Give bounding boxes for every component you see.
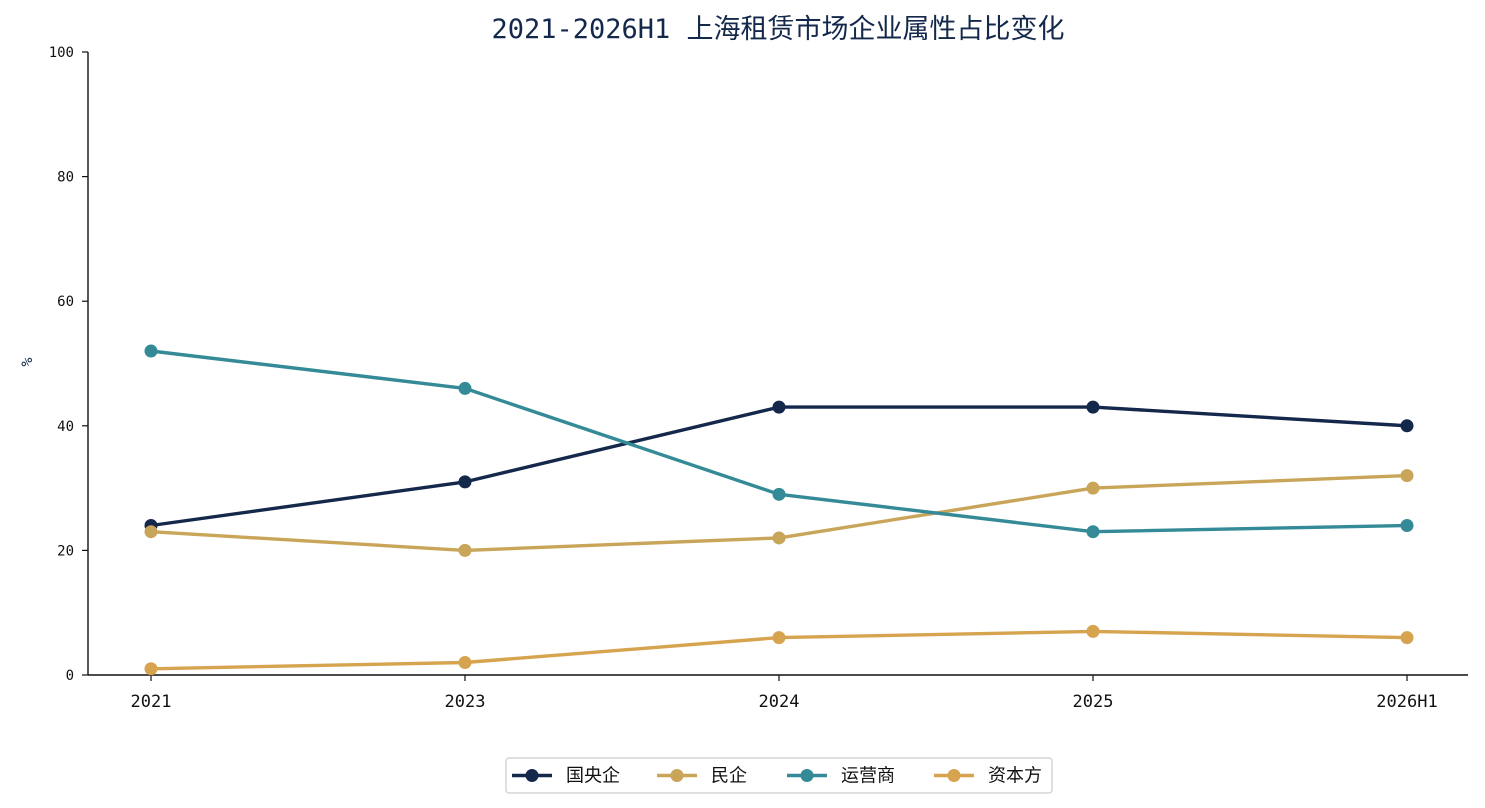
y-axis-ticks: 0 20 40 60 80 100: [49, 45, 88, 684]
data-point: [772, 400, 786, 414]
data-point: [772, 631, 786, 645]
legend-label: 国央企: [566, 766, 620, 787]
y-tick-label: 0: [66, 668, 74, 684]
data-point: [458, 475, 472, 489]
data-point: [458, 543, 472, 557]
data-point: [1400, 469, 1414, 483]
series-line: [149, 349, 1409, 534]
data-point: [1086, 525, 1100, 539]
legend-marker: [947, 769, 961, 782]
legend-label: 资本方: [988, 766, 1042, 787]
series-4: [144, 624, 1414, 676]
y-tick-label: 20: [57, 543, 74, 559]
data-point: [144, 344, 158, 358]
axes: [87, 52, 1468, 676]
data-point: [1086, 400, 1100, 414]
chart-title: 2021-2026H1 上海租赁市场企业属性占比变化: [491, 14, 1064, 45]
data-point: [1086, 481, 1100, 495]
y-tick-label: 40: [57, 419, 74, 435]
data-point: [144, 662, 158, 676]
data-point: [1086, 624, 1100, 638]
series-line: [149, 405, 1409, 528]
data-point: [1400, 419, 1414, 433]
data-point: [1400, 518, 1414, 532]
y-axis-label: %: [18, 357, 36, 366]
series-3: [144, 344, 1414, 539]
legend-label: 民企: [711, 766, 747, 787]
legend-entry: 运营商: [787, 766, 895, 787]
data-point: [772, 531, 786, 545]
x-tick-label: 2023: [445, 692, 486, 712]
x-tick-label: 2021: [131, 692, 172, 712]
legend-box: [505, 757, 1053, 794]
data-point: [458, 381, 472, 395]
y-tick-label: 80: [57, 170, 74, 186]
legend: 国央企 民企 运营商 资本方: [505, 757, 1053, 794]
data-point: [772, 487, 786, 501]
legend-entry: 资本方: [934, 766, 1042, 787]
data-point: [1400, 631, 1414, 645]
data-point: [458, 656, 472, 670]
legend-entry: 国央企: [512, 766, 620, 787]
legend-marker: [525, 769, 539, 782]
legend-marker: [800, 769, 814, 782]
legend-marker: [670, 769, 684, 782]
series-1: [144, 400, 1414, 532]
y-tick-label: 100: [49, 45, 74, 61]
data-point: [144, 525, 158, 539]
x-tick-label: 2025: [1073, 692, 1114, 712]
x-tick-label: 2024: [759, 692, 800, 712]
legend-entry: 民企: [657, 766, 747, 787]
series-2: [144, 469, 1414, 557]
x-axis-ticks: 2021 2023 2024 2025 2026H1: [131, 675, 1438, 712]
legend-label: 运营商: [841, 766, 895, 787]
series-group: [144, 344, 1414, 676]
x-tick-label: 2026H1: [1376, 692, 1437, 712]
y-tick-label: 60: [57, 294, 74, 310]
